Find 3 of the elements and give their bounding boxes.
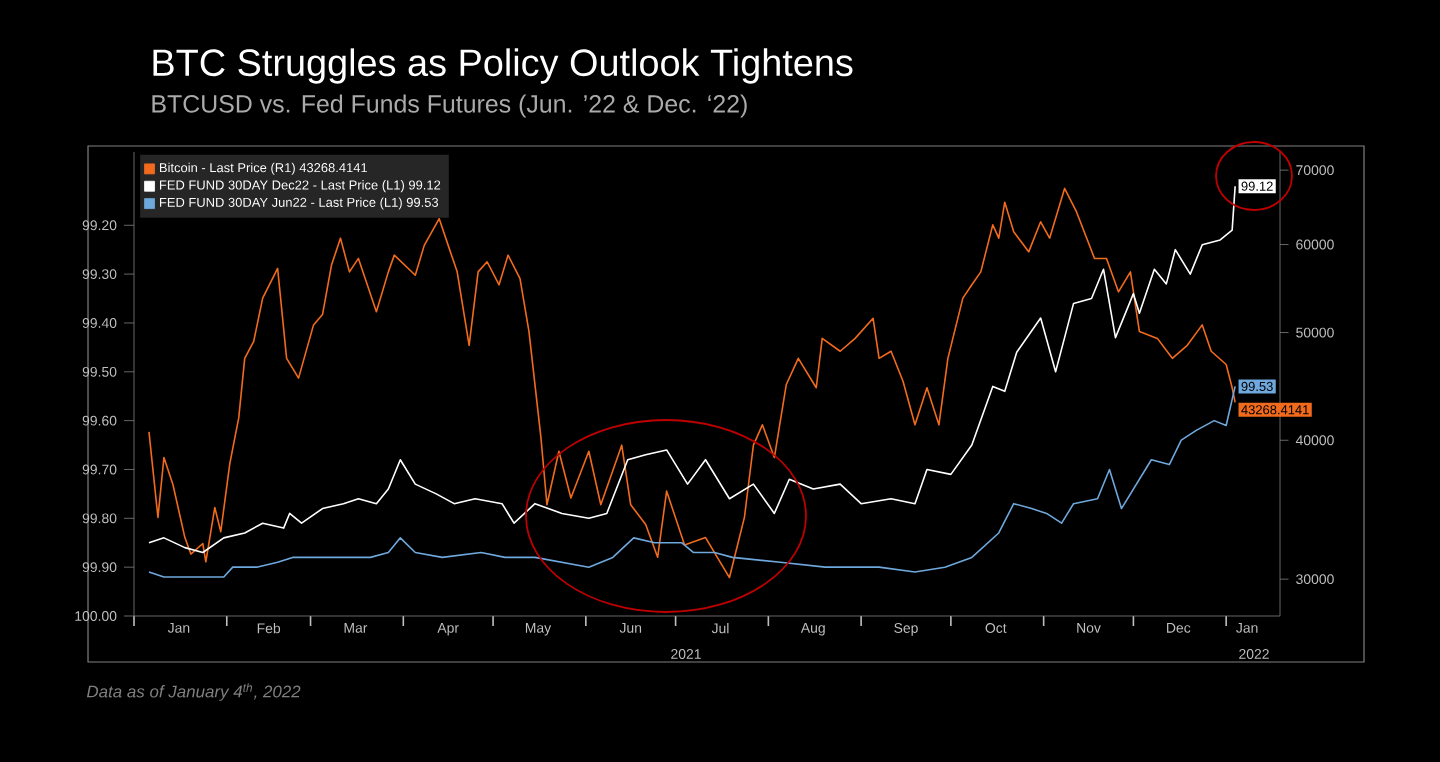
chart-subtitle: BTCUSD vs. Fed Funds Futures (Jun. ’22 & Dec. ‘22) — [152, 94, 747, 118]
chart-title: BTC Struggles as Policy Outlook Tightens — [153, 48, 853, 84]
text: Data as of January 4$^{th}$, 2022 — [86, 683, 301, 701]
